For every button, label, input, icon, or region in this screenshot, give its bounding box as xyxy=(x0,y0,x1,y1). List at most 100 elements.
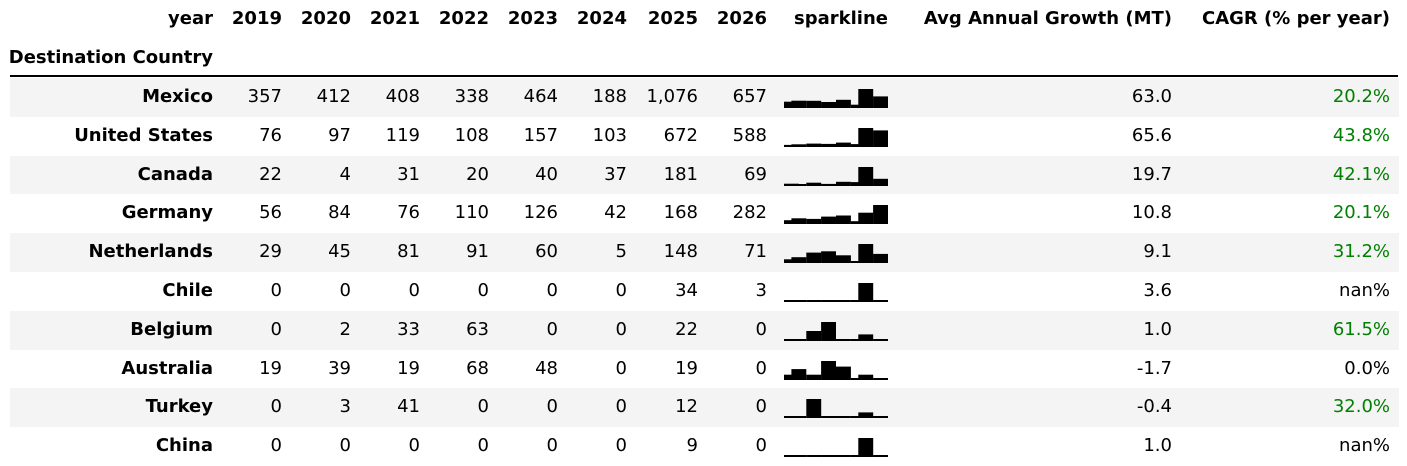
cell-value-2020: 2 xyxy=(339,318,351,340)
cell-value-2026: 0 xyxy=(755,357,767,379)
sparkline-bar-2022 xyxy=(821,300,836,302)
sparkline-bar-2025 xyxy=(858,412,874,419)
cell-cagr: 20.1% xyxy=(1332,202,1390,224)
row-country-name: Netherlands xyxy=(88,241,213,263)
sparkline-bar-2021 xyxy=(806,330,822,341)
sparkline-bar-2020 xyxy=(791,416,807,419)
cell-value-2021: 31 xyxy=(397,163,420,185)
sparkline xyxy=(784,321,888,341)
cell-value-2019: 76 xyxy=(259,124,282,146)
sparkline-bar-2026 xyxy=(873,254,888,264)
sparkline-bar-2023 xyxy=(836,215,851,225)
row-country-name: Australia xyxy=(121,357,213,379)
sparkline-bar-2020 xyxy=(791,183,807,186)
cell-value-2024: 0 xyxy=(615,435,627,457)
header-year-2026: 2026 xyxy=(716,8,767,29)
cell-avg-annual-growth: 63.0 xyxy=(1131,86,1172,107)
table-row xyxy=(10,155,1399,195)
cell-value-2021: 33 xyxy=(397,318,420,340)
table-row xyxy=(10,310,1399,350)
cell-value-2020: 97 xyxy=(328,124,351,146)
header-index-label: year xyxy=(168,8,213,29)
cell-avg-annual-growth: 19.7 xyxy=(1131,163,1172,185)
cell-value-2025: 12 xyxy=(675,396,698,418)
sparkline-bar-2021 xyxy=(806,143,822,147)
cell-value-2019: 29 xyxy=(259,241,282,263)
sparkline-bar-2022 xyxy=(821,143,836,147)
cell-value-2025: 19 xyxy=(675,357,698,379)
row-country-name: China xyxy=(155,435,213,457)
header-year-2019: 2019 xyxy=(231,8,282,29)
cell-value-2022: 110 xyxy=(454,202,489,224)
cell-avg-annual-growth: 1.0 xyxy=(1143,318,1172,340)
table-row xyxy=(10,233,1399,272)
sparkline-bar-2026 xyxy=(873,338,888,341)
sparkline-bar-2021 xyxy=(806,300,822,302)
cell-value-2026: 69 xyxy=(744,163,767,185)
cell-value-2026: 0 xyxy=(755,396,767,418)
cell-value-2025: 168 xyxy=(663,202,698,224)
cell-value-2022: 20 xyxy=(466,163,489,185)
sparkline-bar-2020 xyxy=(791,144,807,147)
cell-value-2021: 19 xyxy=(397,357,420,379)
header-year-2022: 2022 xyxy=(438,8,489,29)
sparkline-bar-2026 xyxy=(873,377,888,380)
cell-value-2025: 34 xyxy=(675,280,698,301)
sparkline-bar-2020 xyxy=(791,257,807,264)
cell-value-2019: 19 xyxy=(259,357,282,379)
cell-value-2024: 103 xyxy=(592,124,627,146)
cell-value-2024: 188 xyxy=(592,86,627,107)
cell-value-2023: 0 xyxy=(546,280,558,301)
sparkline-bar-2025 xyxy=(858,374,874,380)
cell-value-2024: 0 xyxy=(615,357,627,379)
cell-value-2021: 408 xyxy=(385,86,420,107)
sparkline-bar-2020 xyxy=(791,368,807,380)
sparkline xyxy=(784,283,888,302)
cell-value-2021: 41 xyxy=(397,396,420,418)
cell-value-2025: 148 xyxy=(663,241,698,263)
sparkline-bar-2022 xyxy=(821,416,836,419)
sparkline-bar-2026 xyxy=(873,96,888,108)
sparkline xyxy=(784,166,888,186)
cell-value-2023: 48 xyxy=(535,357,558,379)
header-year-2025: 2025 xyxy=(647,8,698,29)
cell-value-2026: 282 xyxy=(732,202,767,224)
sparkline-bar-2026 xyxy=(873,178,888,186)
cell-cagr: 20.2% xyxy=(1332,86,1390,107)
sparkline-bar-2020 xyxy=(791,218,807,225)
cell-value-2019: 357 xyxy=(247,86,282,107)
cell-value-2022: 91 xyxy=(466,241,489,263)
cell-value-2021: 76 xyxy=(397,202,420,224)
cell-cagr: 32.0% xyxy=(1332,396,1390,418)
cell-value-2025: 672 xyxy=(663,124,698,146)
sparkline-bar-2022 xyxy=(821,360,836,380)
sparkline-bar-2022 xyxy=(821,455,836,458)
cell-value-2019: 0 xyxy=(270,435,282,457)
sparkline-bar-2021 xyxy=(806,399,822,419)
cell-value-2025: 181 xyxy=(663,163,698,185)
cell-cagr: nan% xyxy=(1339,280,1390,301)
sparkline xyxy=(784,244,888,264)
cell-value-2023: 126 xyxy=(523,202,558,224)
cell-value-2026: 0 xyxy=(755,435,767,457)
sparkline xyxy=(784,399,888,419)
cell-value-2023: 0 xyxy=(546,435,558,457)
cell-value-2024: 37 xyxy=(604,163,627,185)
sparkline-bar-2023 xyxy=(836,99,851,108)
cell-avg-annual-growth: -1.7 xyxy=(1136,357,1172,379)
sparkline-bar-2023 xyxy=(836,455,851,458)
cell-value-2025: 22 xyxy=(675,318,698,340)
cell-cagr: 61.5% xyxy=(1332,318,1390,340)
cell-value-2020: 4 xyxy=(339,163,351,185)
cell-value-2023: 60 xyxy=(535,241,558,263)
header-year-2023: 2023 xyxy=(507,8,558,29)
cell-value-2021: 0 xyxy=(408,435,420,457)
row-country-name: Germany xyxy=(121,202,213,224)
cell-value-2019: 56 xyxy=(259,202,282,224)
sparkline-bar-2023 xyxy=(836,255,851,264)
header-rule xyxy=(10,75,1398,77)
cell-value-2019: 22 xyxy=(259,163,282,185)
sparkline-bar-2023 xyxy=(836,338,851,341)
header-cagr: CAGR (% per year) xyxy=(1202,8,1390,29)
header-sparkline: sparkline xyxy=(794,8,888,29)
